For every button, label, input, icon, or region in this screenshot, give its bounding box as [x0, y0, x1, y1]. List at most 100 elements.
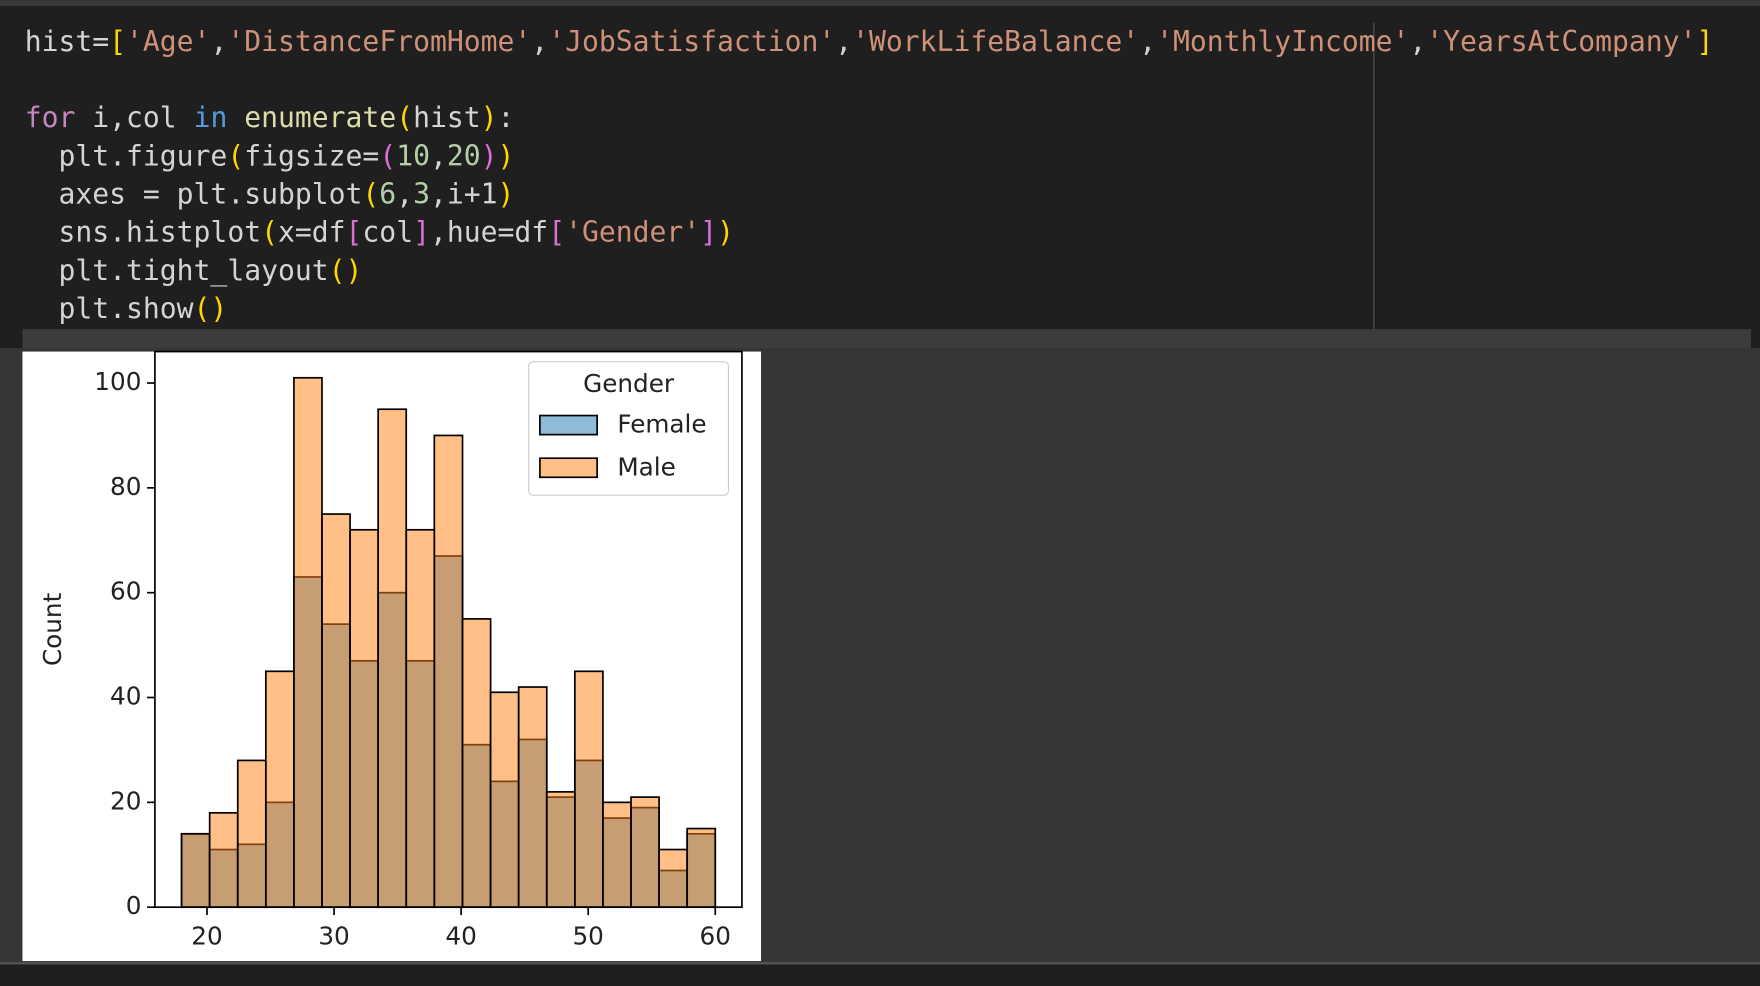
- code-token: plt.tight_layout: [25, 254, 329, 288]
- legend-label: Male: [617, 452, 675, 481]
- bar: [293, 376, 323, 909]
- code-token: ]: [413, 216, 430, 249]
- output-divider: [0, 962, 1760, 965]
- code-token: ,: [430, 139, 447, 172]
- code-token: [: [109, 25, 126, 58]
- code-token: ,: [396, 178, 413, 211]
- code-token: col: [362, 216, 413, 249]
- bar: [405, 528, 436, 909]
- top-bar: [0, 0, 1760, 6]
- legend-swatch: [539, 414, 598, 436]
- x-tick-label: 20: [191, 921, 222, 950]
- code-token: i,col: [75, 101, 193, 134]
- code-token: 20: [447, 139, 481, 172]
- x-tick-label: 50: [572, 921, 603, 950]
- code-line: sns.histplot(x=df[col],hue=df['Gender']): [25, 216, 734, 249]
- bar: [377, 408, 408, 909]
- bar: [180, 832, 211, 909]
- code-token: ,hue=df: [430, 216, 548, 249]
- bar: [602, 801, 632, 909]
- code-token: (: [227, 139, 244, 172]
- code-token: ,: [1139, 25, 1156, 58]
- bar: [517, 686, 548, 909]
- scrollbar[interactable]: [22, 329, 1752, 349]
- code-token: plt.show: [25, 292, 194, 325]
- code-token: 'MonthlyIncome': [1156, 25, 1409, 58]
- bar: [236, 759, 267, 909]
- bar: [264, 670, 295, 909]
- code-token: enumerate: [244, 101, 396, 134]
- bar: [686, 827, 717, 909]
- code-token: ): [481, 101, 498, 134]
- code-token: axes = plt.subplot: [25, 178, 363, 211]
- code-token: ,: [531, 25, 548, 58]
- code-token: 'DistanceFromHome': [227, 25, 531, 58]
- legend-label: Female: [617, 410, 706, 439]
- x-tick-label: 40: [445, 921, 476, 950]
- code-token: in: [194, 101, 228, 134]
- legend-swatch: [539, 457, 598, 479]
- code-token: (): [329, 254, 363, 287]
- code-token: 'WorkLifeBalance': [852, 25, 1139, 58]
- bar: [321, 513, 351, 909]
- bar: [433, 434, 464, 909]
- code-token: x=df: [278, 216, 346, 249]
- code-token: 'JobSatisfaction': [548, 25, 835, 58]
- code-token: (: [396, 101, 413, 134]
- code-line: hist=['Age','DistanceFromHome','JobSatis…: [25, 25, 1714, 58]
- code-token: ]: [700, 216, 717, 249]
- code-token: 'YearsAtCompany': [1426, 25, 1696, 58]
- y-tick-label: 60: [110, 577, 141, 606]
- bar: [630, 796, 660, 909]
- code-line: plt.tight_layout(): [25, 254, 363, 288]
- code-token: ): [717, 216, 734, 249]
- chart: 0 20 40 60 80 100 20 30 40 50 60 Count Gender Female M…: [38, 350, 743, 950]
- code-token: ): [498, 178, 515, 211]
- code-token: 6: [379, 178, 396, 211]
- y-tick-label: 20: [110, 786, 141, 815]
- code-token: ): [481, 139, 498, 172]
- x-tick-label: 60: [700, 921, 731, 950]
- bar: [574, 670, 604, 909]
- bar: [489, 691, 520, 909]
- code-token: 'Age': [126, 25, 210, 58]
- code-block[interactable]: hist=['Age','DistanceFromHome','JobSatis…: [25, 25, 1714, 325]
- code-token: ,: [835, 25, 852, 58]
- bar: [349, 528, 379, 909]
- y-axis-label: Count: [38, 592, 67, 666]
- code-line: for i,col in enumerate(hist):: [25, 101, 515, 134]
- axes-frame: [154, 350, 743, 909]
- code-token: figsize=: [244, 139, 379, 172]
- code-line: plt.show(): [25, 292, 228, 325]
- code-token: :: [498, 101, 515, 134]
- code-line: axes = plt.subplot(6,3,i+1): [25, 178, 515, 211]
- code-token: [227, 101, 244, 134]
- code-token: [: [346, 216, 363, 249]
- x-tick-label: 30: [318, 921, 349, 950]
- code-token: ,: [210, 25, 227, 58]
- code-token: ): [498, 139, 515, 172]
- code-token: 'Gender': [565, 216, 700, 249]
- code-token: 10: [396, 139, 430, 172]
- code-token: (): [194, 292, 228, 325]
- code-token: 3: [413, 178, 430, 211]
- y-tick-label: 100: [94, 367, 141, 396]
- bar: [461, 618, 492, 909]
- y-tick-label: 40: [110, 682, 141, 711]
- code-token: ]: [1696, 25, 1713, 58]
- bar: [658, 848, 689, 909]
- code-token: hist: [413, 101, 481, 134]
- legend-title: Gender: [583, 369, 675, 398]
- bar: [545, 791, 576, 909]
- y-tick-label: 0: [126, 891, 142, 920]
- code-token: (: [261, 216, 278, 249]
- code-token: plt.figure: [25, 139, 228, 172]
- code-line: plt.figure(figsize=(10,20)): [25, 139, 515, 172]
- code-token: for: [25, 101, 76, 134]
- y-tick-label: 80: [110, 472, 141, 501]
- code-token: (: [379, 139, 396, 172]
- bar: [208, 811, 239, 909]
- code-token: (: [362, 178, 379, 211]
- code-token: hist=: [25, 25, 109, 58]
